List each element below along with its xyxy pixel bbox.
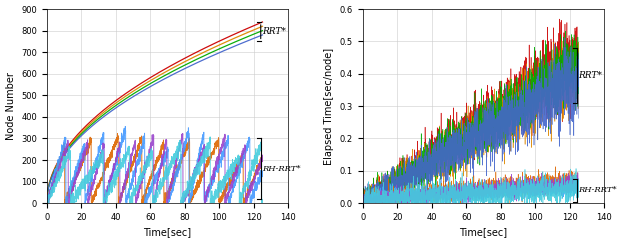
Y-axis label: Elapsed Time[sec/node]: Elapsed Time[sec/node] bbox=[324, 48, 334, 165]
X-axis label: Time[sec]: Time[sec] bbox=[459, 227, 508, 237]
Text: RRT*: RRT* bbox=[262, 27, 286, 36]
X-axis label: Time[sec]: Time[sec] bbox=[144, 227, 192, 237]
Text: RRT*: RRT* bbox=[579, 71, 602, 80]
Text: RH-RRT*: RH-RRT* bbox=[262, 165, 301, 173]
Text: RH-RRT*: RH-RRT* bbox=[579, 186, 617, 194]
Y-axis label: Node Number: Node Number bbox=[6, 72, 16, 140]
